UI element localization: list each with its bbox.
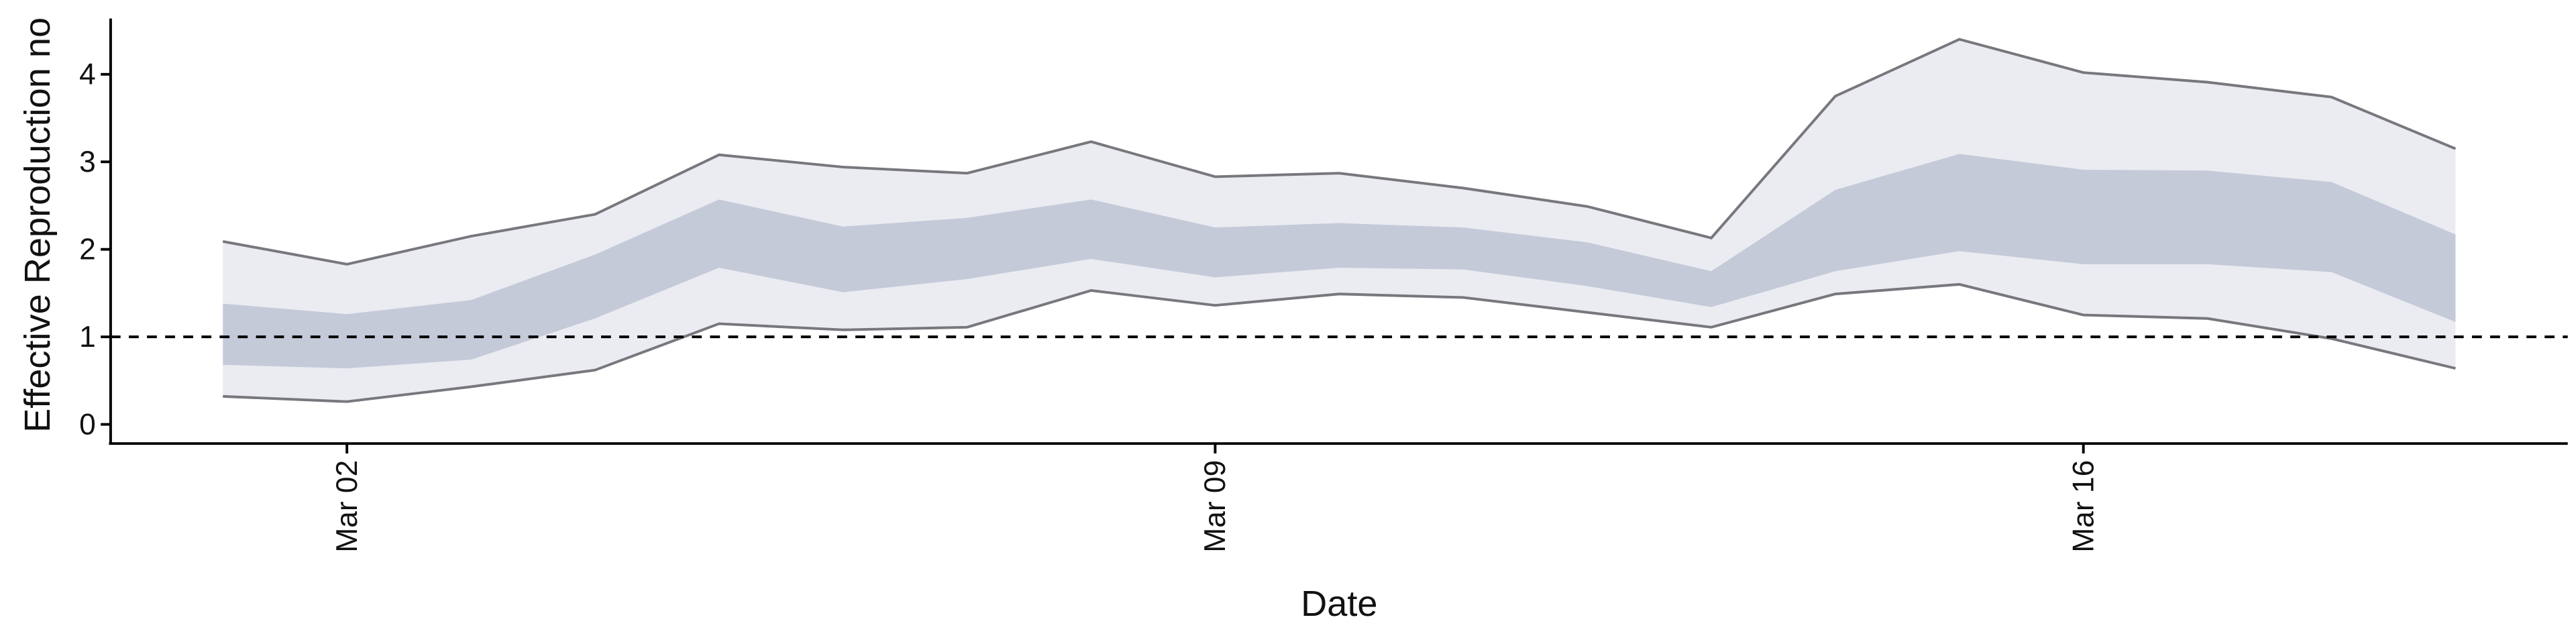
y-tick-label: 2 xyxy=(79,233,96,266)
band-edge xyxy=(223,282,2456,403)
band-edge xyxy=(222,38,2457,266)
x-axis-label: Date xyxy=(1301,584,1377,624)
x-tick-label: Mar 16 xyxy=(2067,460,2100,553)
y-tick-label: 4 xyxy=(79,58,96,91)
band-area xyxy=(223,39,2456,402)
x-tick-label: Mar 09 xyxy=(1199,460,1232,553)
y-tick-label: 1 xyxy=(79,321,96,354)
band-area xyxy=(223,154,2456,369)
y-tick-label: 0 xyxy=(79,408,96,441)
y-tick-label: 3 xyxy=(79,146,96,178)
y-axis-label: Effective Reproduction no xyxy=(17,17,58,433)
x-tick-label: Mar 02 xyxy=(331,460,364,553)
